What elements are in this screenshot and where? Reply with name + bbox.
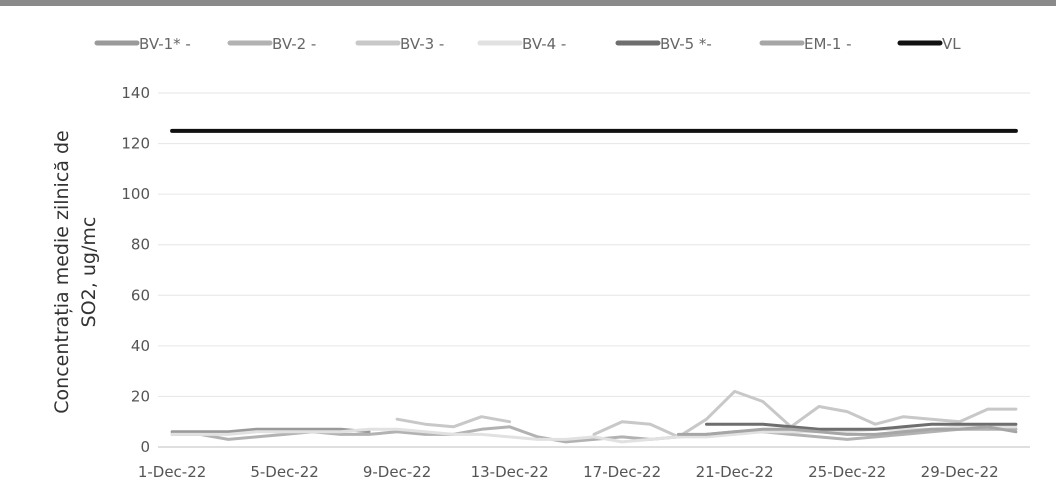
y-tick-label: 0 xyxy=(140,438,150,456)
series-bv-3 xyxy=(395,389,1018,439)
series-line-segment xyxy=(705,422,1018,431)
x-axis-ticks: 1-Dec-22 5-Dec-22 9-Dec-22 13-Dec-22 17-Dec-… xyxy=(138,463,999,481)
series-bv-5 xyxy=(705,422,1018,431)
y-tick-label: 100 xyxy=(121,185,150,203)
y-tick-label: 140 xyxy=(121,84,150,102)
legend-label: BV-3 - xyxy=(400,35,444,53)
legend-item: BV-4 - xyxy=(477,35,566,53)
series-bv-1 xyxy=(170,427,371,434)
legend: BV-1* - BV-2 - BV-3 - BV-4 - BV-5 *- EM-1 - VL xyxy=(94,35,961,53)
x-tick-label: 29-Dec-22 xyxy=(921,463,999,481)
legend-item: VL xyxy=(897,35,961,53)
legend-item: BV-2 - xyxy=(227,35,316,53)
legend-label: BV-4 - xyxy=(522,35,566,53)
y-tick-label: 60 xyxy=(131,286,150,304)
y-tick-label: 20 xyxy=(131,387,150,405)
series-line-segment xyxy=(676,425,1018,436)
x-tick-label: 5-Dec-22 xyxy=(250,463,318,481)
x-tick-label: 21-Dec-22 xyxy=(696,463,774,481)
x-tick-label: 13-Dec-22 xyxy=(471,463,549,481)
legend-label: BV-1* - xyxy=(139,35,191,53)
legend-item: BV-1* - xyxy=(94,35,191,53)
y-tick-label: 120 xyxy=(121,135,150,153)
legend-label: EM-1 - xyxy=(804,35,852,53)
x-tick-label: 25-Dec-22 xyxy=(808,463,886,481)
legend-item: EM-1 - xyxy=(759,35,852,53)
x-tick-label: 9-Dec-22 xyxy=(363,463,431,481)
y-axis-title-line-2: SO2, ug/mc xyxy=(78,217,100,328)
legend-item: BV-5 *- xyxy=(615,35,712,53)
legend-item: BV-3 - xyxy=(355,35,444,53)
y-tick-label: 40 xyxy=(131,337,150,355)
legend-label: BV-2 - xyxy=(272,35,316,53)
y-axis-title-line-1: Concentrația medie zilnică de xyxy=(51,130,73,413)
gridlines xyxy=(158,92,1030,448)
series-line-segment xyxy=(170,427,371,434)
x-tick-label: 17-Dec-22 xyxy=(583,463,661,481)
series-line-segment xyxy=(395,415,512,429)
legend-label: VL xyxy=(942,35,961,53)
y-tick-label: 80 xyxy=(131,236,150,254)
series-em-1 xyxy=(676,425,1018,436)
series-lines xyxy=(170,128,1018,444)
y-axis-ticks: 0 20 40 60 80 100 120 140 xyxy=(121,84,150,456)
series-line-segment xyxy=(592,389,1018,439)
x-tick-label: 1-Dec-22 xyxy=(138,463,206,481)
cropped-header-text-strip xyxy=(0,0,1056,6)
legend-label: BV-5 *- xyxy=(660,35,712,53)
